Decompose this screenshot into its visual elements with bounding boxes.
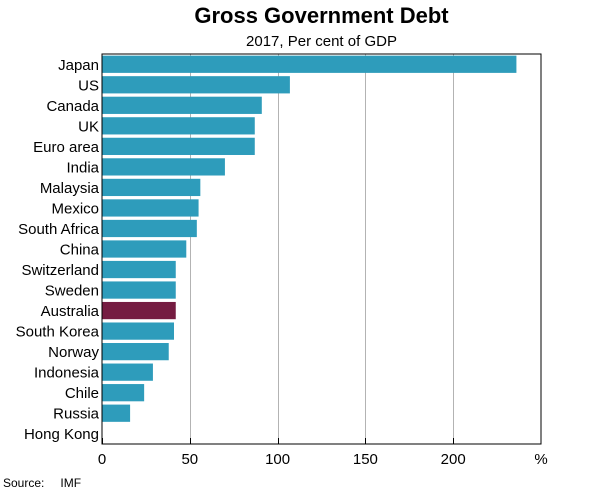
- category-label: US: [78, 77, 99, 94]
- category-label: Australia: [41, 303, 100, 320]
- bar-russia: [102, 404, 131, 422]
- bar-mexico: [102, 199, 199, 217]
- category-label: Switzerland: [21, 262, 99, 279]
- bar-japan: [102, 55, 517, 73]
- category-label: Euro area: [33, 139, 100, 156]
- bar-china: [102, 240, 187, 258]
- category-label: Malaysia: [40, 180, 100, 197]
- category-label: South Korea: [16, 324, 100, 341]
- category-label: Sweden: [45, 283, 99, 300]
- category-label: Hong Kong: [24, 426, 99, 443]
- bar-indonesia: [102, 363, 153, 381]
- chart-subtitle: 2017, Per cent of GDP: [246, 33, 397, 50]
- bars: [102, 55, 517, 422]
- category-label: Norway: [48, 344, 99, 361]
- bar-norway: [102, 343, 169, 361]
- category-label: Mexico: [51, 200, 99, 217]
- bar-south-korea: [102, 322, 174, 340]
- bar-australia: [102, 301, 176, 320]
- bar-uk: [102, 117, 255, 135]
- x-tick-label: 200: [441, 451, 466, 468]
- bar-chile: [102, 384, 145, 402]
- x-unit-label: %: [534, 451, 547, 468]
- bar-canada: [102, 96, 262, 114]
- source-value: IMF: [60, 476, 82, 490]
- category-label: India: [66, 159, 99, 176]
- bar-switzerland: [102, 260, 176, 279]
- x-tick-label: 0: [98, 451, 106, 468]
- category-label: South Africa: [18, 221, 100, 238]
- x-tick-label: 50: [181, 451, 198, 468]
- source-note: Source: IMF: [3, 476, 81, 490]
- plot-frame: [101, 53, 542, 445]
- category-label: Japan: [58, 57, 99, 74]
- x-tick-label: 100: [265, 451, 290, 468]
- bar-south-africa: [102, 219, 197, 238]
- bar-us: [102, 76, 290, 94]
- category-label: Canada: [46, 98, 99, 115]
- chart-title: Gross Government Debt: [194, 3, 449, 28]
- category-label: Russia: [53, 406, 100, 423]
- bar-malaysia: [102, 178, 201, 197]
- bar-sweden: [102, 281, 176, 299]
- bar-india: [102, 158, 225, 176]
- category-label: Chile: [65, 385, 99, 402]
- category-label: China: [60, 242, 100, 259]
- source-label: Source:: [3, 476, 45, 490]
- x-tick-label: 150: [353, 451, 378, 468]
- category-label: UK: [78, 118, 99, 135]
- x-axis: 0 50 100 150 200%: [98, 438, 548, 468]
- category-label: Indonesia: [34, 365, 100, 382]
- category-labels: Japan US Canada UK Euro area India Malaysia Mex…: [16, 57, 100, 443]
- bar-euro-area: [102, 137, 255, 155]
